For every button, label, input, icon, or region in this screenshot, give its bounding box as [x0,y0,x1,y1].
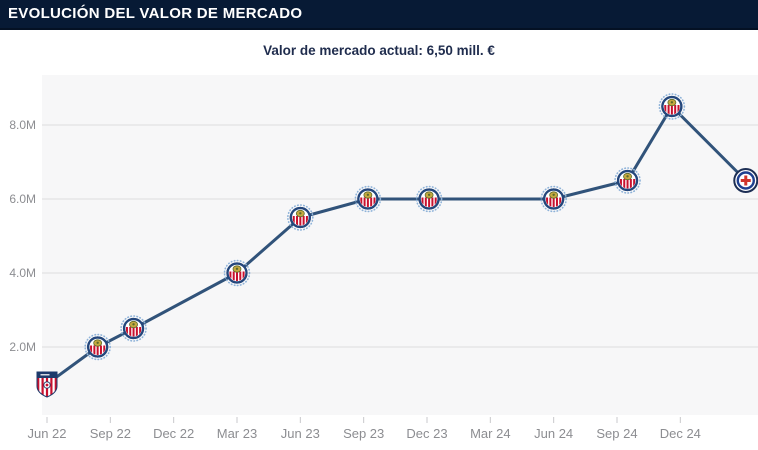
x-axis-label: Sep 24 [596,426,637,441]
x-axis-label: Jun 24 [534,426,573,441]
y-axis-label: 8.0M [9,118,36,132]
chivas-crest-marker[interactable] [120,315,147,342]
x-axis-label: Sep 23 [343,426,384,441]
chart-area: 2.0M 4.0M 6.0M 8.0M Jun 22 Sep 22 Dec 22 Mar 23… [0,70,758,445]
y-axis-label: 6.0M [9,192,36,206]
x-axis-label: Sep 22 [90,426,131,441]
chivas-crest-marker[interactable] [223,259,251,287]
x-axis-label: Dec 24 [660,426,701,441]
plot-background [42,75,758,415]
x-axis-label: Mar 23 [217,426,257,441]
chivas-crest-marker[interactable] [287,204,314,231]
cruz-azul-crest-marker[interactable] [733,168,758,193]
x-axis-label: Jun 22 [27,426,66,441]
x-axis-label: Dec 23 [406,426,447,441]
y-axis-label: 4.0M [9,266,36,280]
chivas-crest-marker[interactable] [658,93,686,120]
chivas-crest-marker[interactable] [415,185,443,213]
widget-header: EVOLUCIÓN DEL VALOR DE MERCADO [0,0,758,30]
current-value-line: Valor de mercado actual: 6,50 mill. € [0,30,758,70]
chivas-crest-marker[interactable] [540,185,567,213]
chivas-crest-marker[interactable] [354,185,382,213]
widget-title: EVOLUCIÓN DEL VALOR DE MERCADO [8,5,303,22]
current-value-text: Valor de mercado actual: 6,50 mill. € [263,43,495,58]
market-value-chart: 2.0M 4.0M 6.0M 8.0M Jun 22 Sep 22 Dec 22 Mar 23… [9,75,758,441]
x-axis-label: Dec 22 [153,426,194,441]
chivas-crest-marker[interactable] [614,167,641,194]
tapatio-crest-marker[interactable] [36,371,58,398]
x-axis-label: Mar 24 [470,426,510,441]
x-axis-label: Jun 23 [281,426,320,441]
chivas-crest-marker[interactable] [84,333,111,361]
y-axis-label: 2.0M [9,340,36,354]
